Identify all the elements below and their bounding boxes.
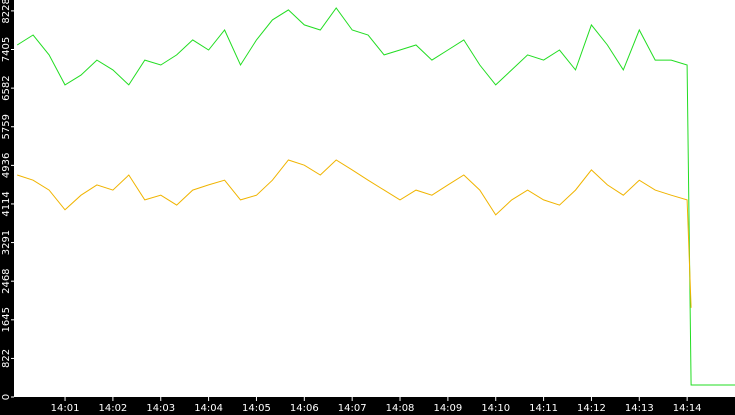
y-tick-label: 7405: [1, 37, 12, 62]
x-tick-label: 14:02: [98, 403, 127, 414]
y-tick-label: 4936: [1, 153, 12, 178]
y-tick-label: 0: [1, 394, 12, 400]
x-tick-label: 14:04: [194, 403, 223, 414]
y-tick-label: 3291: [1, 230, 12, 255]
y-tick-label: 8228: [1, 0, 12, 24]
y-tick-label: 822: [1, 349, 12, 368]
x-axis-strip: [0, 397, 735, 415]
x-tick-label: 14:06: [290, 403, 319, 414]
x-tick-label: 14:10: [481, 403, 510, 414]
x-tick-label: 14:03: [146, 403, 175, 414]
x-tick-label: 14:13: [625, 403, 654, 414]
x-tick-label: 14:12: [577, 403, 606, 414]
y-tick-label: 1645: [1, 307, 12, 332]
line-series: [17, 159, 692, 308]
y-axis-strip: [0, 0, 14, 415]
y-tick-label: 4114: [1, 191, 12, 216]
line-series: [16, 7, 735, 386]
plot-area: [14, 0, 735, 397]
y-tick-label: 2468: [1, 268, 12, 293]
x-tick-label: 14:01: [51, 403, 80, 414]
x-tick-label: 14:11: [529, 403, 558, 414]
y-tick-label: 6582: [1, 75, 12, 100]
x-tick-label: 14:09: [433, 403, 462, 414]
x-tick-label: 14:07: [338, 403, 367, 414]
x-tick-label: 14:14: [673, 403, 702, 414]
y-tick-label: 5759: [1, 114, 12, 139]
x-tick-label: 14:05: [242, 403, 271, 414]
x-tick-label: 14:08: [386, 403, 415, 414]
